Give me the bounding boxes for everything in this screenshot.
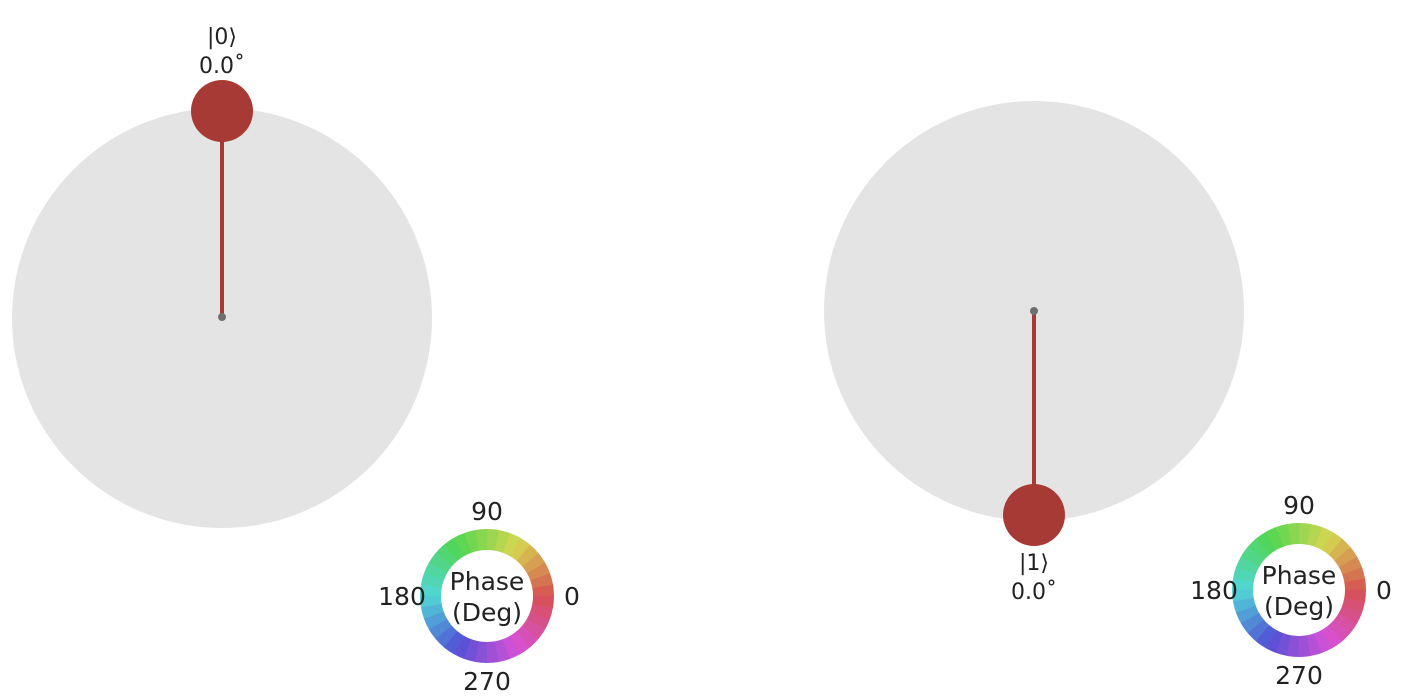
qsphere-panel-0: |0⟩ 0.0˚	[12, 25, 432, 528]
phase-ring-segment	[1338, 605, 1363, 624]
phase-ring-segment	[1314, 526, 1333, 551]
phase-ring-segment	[1334, 612, 1358, 634]
phase-ring-segment	[1321, 531, 1343, 555]
phase-ring-segment	[1342, 566, 1366, 583]
phase-ring-segment	[463, 639, 480, 663]
phase-color-ring	[1232, 523, 1367, 657]
phase-ring-segment	[1334, 546, 1358, 568]
phase-ring-segment	[1247, 538, 1270, 561]
phase-ring-segment	[443, 631, 465, 655]
phase-ring-segment	[1232, 597, 1256, 614]
phase-ring-segment	[420, 572, 444, 589]
phase-ring-segment	[522, 618, 546, 640]
state-amplitude-bob	[1003, 484, 1065, 546]
phase-tick-90: 90	[471, 497, 503, 526]
phase-wheel-unit: (Deg)	[452, 598, 522, 627]
phase-ring-segment	[502, 635, 521, 660]
phase-ring-segment	[428, 618, 452, 640]
phase-ring-segment	[530, 572, 554, 589]
state-label: |0⟩	[207, 25, 237, 50]
phase-value-label: 0.0˚	[1011, 580, 1057, 605]
phase-ring-segment	[463, 529, 480, 553]
phase-ring-segment	[486, 529, 499, 551]
phase-ring-segment	[453, 635, 472, 660]
phase-ring-segment	[526, 562, 551, 581]
phase-tick-180: 180	[1190, 576, 1238, 605]
phase-wheel-legend: Phase (Deg) 90 0 180 270	[378, 497, 580, 696]
phase-ring-segment	[435, 625, 458, 648]
phase-ring-segment	[1328, 619, 1351, 642]
phase-ring-segment	[1235, 556, 1260, 575]
phase-ring-segment	[1240, 546, 1264, 568]
phase-ring-segment	[1306, 633, 1323, 657]
center-dot	[1030, 307, 1038, 315]
phase-ring-segment	[1328, 538, 1351, 561]
phase-ring-segment	[1265, 629, 1284, 654]
phase-ring-segment	[423, 611, 448, 630]
phase-ring-segment	[1314, 629, 1333, 654]
state-label: |1⟩	[1019, 551, 1049, 576]
phase-ring-segment	[1344, 589, 1367, 602]
phase-ring-segment	[1232, 566, 1256, 583]
phase-ring-segment	[1255, 625, 1277, 649]
phase-ring-segment	[1240, 612, 1264, 634]
state-amplitude-bob	[191, 80, 253, 142]
phase-tick-270: 270	[1275, 661, 1323, 690]
phase-ring-segment	[1247, 619, 1270, 642]
phase-color-ring	[420, 529, 554, 663]
phase-ring-segment	[475, 641, 488, 663]
phase-ring-segment	[1321, 625, 1343, 649]
phase-ring-segment	[494, 529, 511, 553]
phase-ring-segment	[1298, 523, 1311, 545]
qsphere-panel-1: |1⟩ 0.0˚	[824, 101, 1244, 605]
phase-ring-segment	[1342, 597, 1366, 614]
phase-wheel-title: Phase	[450, 567, 525, 596]
phase-tick-0: 0	[564, 582, 580, 611]
phase-ring-segment	[420, 603, 444, 620]
phase-ring-segment	[530, 603, 554, 620]
phase-ring-segment	[494, 639, 511, 663]
phase-ring-segment	[1275, 633, 1292, 657]
phase-ring-segment	[453, 532, 472, 557]
phase-ring-segment	[1265, 526, 1284, 551]
phase-ring-segment	[526, 611, 551, 630]
phase-ring-segment	[509, 631, 531, 655]
phase-ring-segment	[502, 532, 521, 557]
phase-ring-segment	[522, 552, 546, 574]
phase-wheel-legend: Phase (Deg) 90 0 180 270	[1190, 491, 1392, 690]
phase-ring-segment	[1235, 605, 1260, 624]
phase-ring-segment	[1275, 523, 1292, 547]
phase-ring-segment	[443, 537, 465, 561]
center-dot	[218, 313, 226, 321]
phase-ring-segment	[420, 584, 442, 597]
phase-ring-segment	[1255, 531, 1277, 555]
phase-tick-180: 180	[378, 582, 426, 611]
phase-ring-segment	[435, 544, 458, 567]
phase-wheel-title: Phase	[1262, 561, 1337, 590]
phase-value-label: 0.0˚	[199, 54, 245, 79]
phase-ring-segment	[423, 562, 448, 581]
phase-ring-segment	[532, 595, 554, 608]
phase-ring-segment	[516, 544, 539, 567]
phase-ring-segment	[428, 552, 452, 574]
phase-tick-0: 0	[1376, 576, 1392, 605]
phase-wheel-unit: (Deg)	[1264, 592, 1334, 621]
phase-ring-segment	[516, 625, 539, 648]
phase-ring-segment	[1287, 635, 1300, 657]
phase-ring-segment	[1306, 523, 1323, 547]
phase-ring-segment	[1338, 556, 1363, 575]
phase-ring-segment	[1232, 578, 1254, 591]
phase-tick-270: 270	[463, 667, 511, 696]
phase-ring-segment	[509, 537, 531, 561]
phase-tick-90: 90	[1283, 491, 1315, 520]
